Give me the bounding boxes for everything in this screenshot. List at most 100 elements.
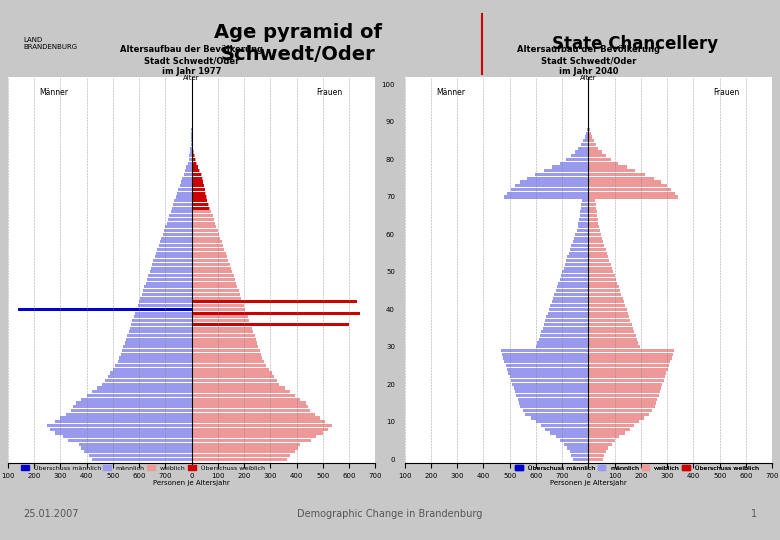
Bar bbox=[553, 296, 588, 300]
Bar bbox=[192, 383, 279, 386]
Text: Frauen: Frauen bbox=[713, 88, 739, 97]
Bar bbox=[192, 158, 195, 161]
Bar bbox=[192, 379, 277, 382]
Bar bbox=[544, 169, 588, 172]
Bar bbox=[563, 267, 588, 269]
Bar bbox=[133, 319, 192, 322]
Bar bbox=[190, 146, 192, 150]
Bar bbox=[173, 203, 192, 206]
Bar bbox=[588, 398, 658, 401]
Bar bbox=[588, 334, 636, 337]
Bar bbox=[192, 169, 200, 172]
Bar bbox=[192, 195, 207, 199]
Bar bbox=[574, 237, 588, 240]
Bar bbox=[192, 300, 243, 303]
Bar bbox=[588, 210, 597, 213]
Bar bbox=[588, 390, 660, 394]
Bar bbox=[191, 139, 192, 142]
Bar bbox=[588, 158, 612, 161]
Bar bbox=[588, 255, 608, 259]
Bar bbox=[97, 387, 192, 390]
Bar bbox=[544, 323, 588, 326]
Bar bbox=[192, 334, 254, 337]
Bar bbox=[192, 214, 212, 217]
Bar bbox=[192, 289, 239, 292]
Bar bbox=[192, 353, 261, 356]
Bar bbox=[50, 428, 192, 431]
Text: Männer: Männer bbox=[436, 88, 465, 97]
Bar bbox=[588, 458, 603, 461]
Bar bbox=[172, 207, 192, 210]
Bar bbox=[192, 143, 193, 146]
Bar bbox=[192, 293, 240, 296]
Bar bbox=[176, 195, 192, 199]
Bar bbox=[192, 398, 300, 401]
Bar bbox=[192, 139, 193, 142]
Bar bbox=[588, 454, 604, 457]
Bar bbox=[192, 244, 223, 247]
Bar bbox=[79, 443, 192, 446]
Bar bbox=[518, 398, 588, 401]
Bar bbox=[192, 218, 214, 221]
Bar bbox=[559, 278, 588, 281]
Bar bbox=[192, 413, 315, 416]
Bar bbox=[588, 409, 652, 412]
Bar bbox=[572, 244, 588, 247]
Bar bbox=[588, 169, 635, 172]
Bar bbox=[559, 161, 588, 165]
Bar bbox=[568, 447, 588, 450]
Bar bbox=[576, 229, 588, 232]
Bar bbox=[588, 237, 601, 240]
Bar bbox=[511, 379, 588, 382]
Bar bbox=[588, 428, 630, 431]
Bar bbox=[192, 188, 204, 191]
Bar bbox=[192, 192, 205, 195]
Bar bbox=[579, 221, 588, 225]
Bar bbox=[588, 248, 605, 251]
Bar bbox=[192, 327, 252, 330]
Bar bbox=[47, 424, 192, 427]
Bar bbox=[147, 278, 192, 281]
Bar bbox=[192, 349, 260, 352]
Bar bbox=[192, 259, 229, 262]
Bar bbox=[588, 274, 615, 277]
Bar bbox=[588, 233, 601, 236]
Bar bbox=[144, 285, 192, 288]
Bar bbox=[570, 450, 588, 454]
Bar bbox=[189, 158, 192, 161]
Bar bbox=[60, 416, 192, 420]
Bar bbox=[192, 184, 204, 187]
Bar bbox=[551, 165, 588, 168]
Bar bbox=[151, 267, 192, 269]
Bar bbox=[192, 416, 320, 420]
Bar bbox=[503, 356, 588, 360]
Bar bbox=[185, 169, 192, 172]
Bar bbox=[585, 136, 588, 139]
Text: Age pyramid of
Schwedt/Oder: Age pyramid of Schwedt/Oder bbox=[215, 23, 382, 64]
X-axis label: Personen je Altersjahr: Personen je Altersjahr bbox=[550, 480, 627, 486]
Bar bbox=[192, 146, 193, 150]
Bar bbox=[551, 300, 588, 303]
Bar bbox=[581, 203, 588, 206]
Bar bbox=[588, 218, 598, 221]
Bar bbox=[588, 293, 621, 296]
Bar bbox=[573, 458, 588, 461]
Bar bbox=[179, 184, 192, 187]
Bar bbox=[192, 319, 250, 322]
Bar bbox=[514, 387, 588, 390]
Bar bbox=[143, 289, 192, 292]
Text: State Chancellery: State Chancellery bbox=[551, 35, 718, 53]
Bar bbox=[588, 364, 669, 367]
Bar bbox=[192, 300, 357, 303]
Bar bbox=[516, 394, 588, 397]
Bar bbox=[580, 210, 588, 213]
Bar bbox=[63, 435, 192, 438]
Bar bbox=[192, 165, 198, 168]
Bar bbox=[159, 244, 192, 247]
Bar bbox=[588, 450, 605, 454]
Bar bbox=[588, 263, 611, 266]
Bar bbox=[555, 435, 588, 438]
Bar bbox=[588, 424, 633, 427]
Bar bbox=[192, 323, 349, 326]
Bar bbox=[507, 368, 588, 371]
